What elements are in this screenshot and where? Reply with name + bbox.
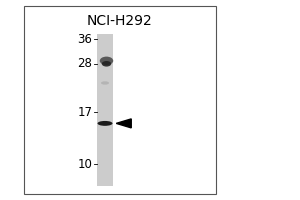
Text: 10: 10 xyxy=(77,158,92,171)
Text: 36: 36 xyxy=(77,33,92,46)
Text: NCI-H292: NCI-H292 xyxy=(87,14,153,28)
Ellipse shape xyxy=(98,121,112,126)
Text: 17: 17 xyxy=(77,106,92,119)
Bar xyxy=(97,34,113,186)
Ellipse shape xyxy=(100,57,113,65)
Ellipse shape xyxy=(102,61,111,67)
Text: 28: 28 xyxy=(77,57,92,70)
Polygon shape xyxy=(116,119,131,128)
Ellipse shape xyxy=(101,81,109,85)
Bar xyxy=(24,6,216,194)
